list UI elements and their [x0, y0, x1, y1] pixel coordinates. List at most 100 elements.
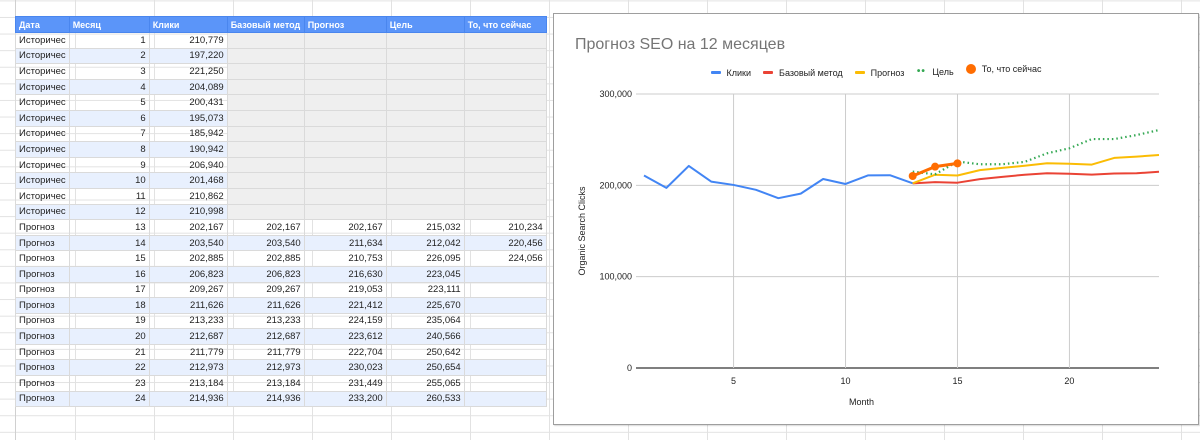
table-cell[interactable]: 226,095: [385, 250, 465, 267]
table-cell[interactable]: Прогноз: [15, 281, 70, 299]
table-cell[interactable]: [463, 375, 547, 392]
table-cell[interactable]: 260,533: [385, 390, 465, 408]
table-cell[interactable]: 202,167: [226, 219, 305, 236]
table-cell[interactable]: Историчес: [15, 109, 70, 127]
table-cell[interactable]: Прогноз: [15, 375, 70, 392]
column-header[interactable]: То, что сейчас: [463, 16, 547, 33]
table-cell[interactable]: 14: [68, 234, 150, 252]
table-cell[interactable]: [385, 187, 465, 205]
table-cell[interactable]: 202,885: [226, 250, 305, 267]
table-cell[interactable]: 7: [68, 125, 150, 143]
table-cell[interactable]: [463, 390, 547, 408]
table-cell[interactable]: 215,032: [385, 219, 465, 236]
table-cell[interactable]: Историчес: [15, 63, 70, 80]
table-cell[interactable]: 1: [68, 32, 150, 49]
legend-item[interactable]: Клики: [710, 68, 751, 78]
table-cell[interactable]: [463, 328, 547, 345]
table-cell[interactable]: [463, 63, 547, 80]
table-cell[interactable]: Прогноз: [15, 390, 70, 408]
table-cell[interactable]: [385, 141, 465, 158]
table-cell[interactable]: 2: [68, 47, 150, 65]
table-cell[interactable]: Историчес: [15, 203, 70, 221]
table-cell[interactable]: Прогноз: [15, 219, 70, 236]
column-header[interactable]: Базовый метод: [226, 16, 305, 33]
table-cell[interactable]: 213,233: [148, 312, 228, 330]
table-cell[interactable]: 210,753: [303, 250, 387, 267]
table-cell[interactable]: [463, 94, 547, 111]
column-header[interactable]: Клики: [148, 16, 228, 33]
table-cell[interactable]: 204,089: [148, 78, 228, 96]
table-cell[interactable]: 224,159: [303, 312, 387, 330]
column-header[interactable]: Месяц: [68, 16, 150, 33]
table-cell[interactable]: 9: [68, 156, 150, 174]
table-cell[interactable]: [463, 203, 547, 221]
table-cell[interactable]: 224,056: [463, 250, 547, 267]
table-cell[interactable]: [226, 203, 305, 221]
table-cell[interactable]: [303, 172, 387, 189]
table-cell[interactable]: [463, 281, 547, 299]
table-cell[interactable]: 5: [68, 94, 150, 111]
table-cell[interactable]: 11: [68, 187, 150, 205]
table-cell[interactable]: 231,449: [303, 375, 387, 392]
table-cell[interactable]: Прогноз: [15, 265, 70, 283]
table-cell[interactable]: 225,670: [385, 297, 465, 314]
table-cell[interactable]: [385, 109, 465, 127]
table-cell[interactable]: Историчес: [15, 172, 70, 189]
table-cell[interactable]: 10: [68, 172, 150, 189]
table-cell[interactable]: Прогноз: [15, 343, 70, 361]
table-cell[interactable]: 209,267: [148, 281, 228, 299]
table-cell[interactable]: 200,431: [148, 94, 228, 111]
table-cell[interactable]: 223,111: [385, 281, 465, 299]
table-cell[interactable]: 213,184: [148, 375, 228, 392]
table-cell[interactable]: 211,779: [148, 343, 228, 361]
table-cell[interactable]: 255,065: [385, 375, 465, 392]
table-cell[interactable]: 12: [68, 203, 150, 221]
table-cell[interactable]: 201,468: [148, 172, 228, 189]
table-cell[interactable]: [303, 78, 387, 96]
table-cell[interactable]: 223,612: [303, 328, 387, 345]
table-cell[interactable]: [463, 109, 547, 127]
column-header[interactable]: Дата: [15, 16, 70, 33]
table-cell[interactable]: [226, 63, 305, 80]
table-cell[interactable]: Историчес: [15, 156, 70, 174]
table-cell[interactable]: 6: [68, 109, 150, 127]
table-cell[interactable]: 195,073: [148, 109, 228, 127]
table-cell[interactable]: [303, 32, 387, 49]
table-cell[interactable]: Историчес: [15, 32, 70, 49]
table-cell[interactable]: 212,973: [226, 359, 305, 377]
table-cell[interactable]: 213,184: [226, 375, 305, 392]
table-cell[interactable]: 211,626: [226, 297, 305, 314]
table-cell[interactable]: 206,823: [148, 265, 228, 283]
table-cell[interactable]: [385, 156, 465, 174]
table-cell[interactable]: [226, 78, 305, 96]
table-cell[interactable]: [226, 187, 305, 205]
table-cell[interactable]: 212,973: [148, 359, 228, 377]
table-cell[interactable]: [385, 203, 465, 221]
table-cell[interactable]: [226, 109, 305, 127]
table-cell[interactable]: 15: [68, 250, 150, 267]
table-cell[interactable]: [463, 187, 547, 205]
table-cell[interactable]: 22: [68, 359, 150, 377]
table-cell[interactable]: 214,936: [226, 390, 305, 408]
table-cell[interactable]: 197,220: [148, 47, 228, 65]
table-cell[interactable]: 212,687: [148, 328, 228, 345]
chart-panel[interactable]: Прогноз SEO на 12 месяцев Клики Базовый м…: [553, 13, 1199, 425]
table-cell[interactable]: Историчес: [15, 78, 70, 96]
table-cell[interactable]: [385, 63, 465, 80]
table-cell[interactable]: 212,687: [226, 328, 305, 345]
legend-item[interactable]: То, что сейчас: [965, 64, 1041, 74]
table-cell[interactable]: Прогноз: [15, 250, 70, 267]
table-cell[interactable]: [226, 94, 305, 111]
column-header[interactable]: Прогноз: [303, 16, 387, 33]
table-cell[interactable]: [303, 125, 387, 143]
table-cell[interactable]: [463, 78, 547, 96]
table-cell[interactable]: 212,042: [385, 234, 465, 252]
table-cell[interactable]: [303, 156, 387, 174]
table-cell[interactable]: Историчес: [15, 125, 70, 143]
table-cell[interactable]: 250,654: [385, 359, 465, 377]
table-cell[interactable]: 211,634: [303, 234, 387, 252]
legend-item[interactable]: •• Цель: [916, 67, 954, 78]
table-cell[interactable]: [463, 141, 547, 158]
table-cell[interactable]: 221,250: [148, 63, 228, 80]
table-cell[interactable]: 216,630: [303, 265, 387, 283]
